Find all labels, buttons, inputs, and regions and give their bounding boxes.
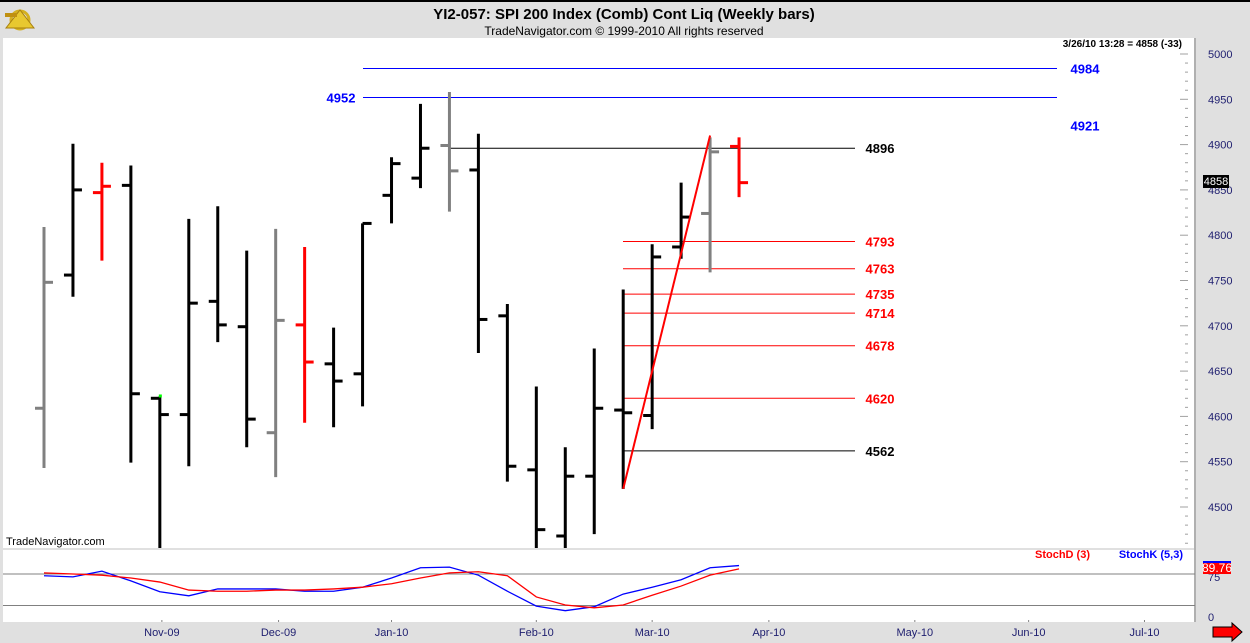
y-tick-label: 4900 bbox=[1208, 140, 1232, 152]
ohlc-bar bbox=[643, 244, 662, 430]
copyright: TradeNavigator.com © 1999-2010 All right… bbox=[484, 24, 763, 38]
chart-title: YI2-057: SPI 200 Index (Comb) Cont Liq (… bbox=[433, 6, 814, 23]
level-label: 4735 bbox=[866, 287, 895, 302]
svg-text:4858: 4858 bbox=[1204, 176, 1228, 188]
y-tick-label: 4800 bbox=[1208, 230, 1232, 242]
ohlc-bar bbox=[92, 162, 111, 261]
ohlc-bar bbox=[353, 221, 372, 407]
x-tick-label: Feb-10 bbox=[519, 627, 554, 639]
last-quote: 3/26/10 13:28 = 4858 (-33) bbox=[1063, 39, 1182, 50]
x-tick-label: Jun-10 bbox=[1012, 627, 1046, 639]
level-label: 4793 bbox=[866, 235, 895, 250]
ohlc-bar bbox=[614, 289, 633, 489]
stochd-line bbox=[43, 568, 740, 609]
ohlc-bar bbox=[35, 227, 53, 469]
stoch-tick-label: 0 bbox=[1208, 612, 1214, 624]
level-label: 4620 bbox=[866, 391, 895, 406]
level-label: 4896 bbox=[866, 141, 895, 156]
ohlc-bar bbox=[121, 165, 140, 463]
ohlc-bar bbox=[585, 348, 604, 535]
ohlc-bar bbox=[266, 228, 285, 478]
y-tick-label: 5000 bbox=[1208, 49, 1232, 61]
stochk-legend: StochK (5,3) bbox=[1119, 549, 1184, 561]
level-label: 4562 bbox=[866, 444, 895, 459]
x-tick-label: Dec-09 bbox=[261, 627, 296, 639]
ohlc-bar bbox=[440, 92, 459, 212]
level-label: 4952 bbox=[327, 90, 356, 105]
stochk-line bbox=[43, 564, 740, 612]
price-panel[interactable] bbox=[3, 38, 1195, 548]
ohlc-bar bbox=[469, 133, 488, 353]
stoch-tick-label: 75 bbox=[1208, 572, 1220, 584]
sextant-icon bbox=[4, 9, 36, 31]
x-tick-label: Jul-10 bbox=[1129, 627, 1159, 639]
level-label: 4678 bbox=[866, 339, 895, 354]
y-tick-label: 4750 bbox=[1208, 276, 1232, 288]
x-tick-label: Jan-10 bbox=[375, 627, 409, 639]
trend-line bbox=[622, 135, 712, 490]
y-tick-label: 4650 bbox=[1208, 366, 1232, 378]
signal-marker bbox=[158, 394, 162, 398]
ohlc-bar bbox=[730, 137, 749, 198]
ohlc-bar bbox=[208, 206, 227, 343]
y-tick-label: 4700 bbox=[1208, 321, 1232, 333]
level-label: 4714 bbox=[866, 306, 896, 321]
watermark: TradeNavigator.com bbox=[6, 536, 105, 548]
ohlc-bar bbox=[672, 182, 691, 259]
ohlc-bar bbox=[63, 143, 82, 297]
ohlc-bar bbox=[411, 103, 430, 189]
x-tick-label: May-10 bbox=[896, 627, 933, 639]
y-tick-label: 4600 bbox=[1208, 411, 1232, 423]
x-tick-label: Nov-09 bbox=[144, 627, 179, 639]
ohlc-bar bbox=[527, 386, 546, 548]
ohlc-bar bbox=[295, 246, 314, 423]
ohlc-bar bbox=[556, 447, 575, 548]
level-label: 4921 bbox=[1071, 119, 1100, 134]
ohlc-bar bbox=[324, 327, 343, 428]
stochd-legend: StochD (3) bbox=[1035, 549, 1090, 561]
level-label: 4984 bbox=[1071, 61, 1101, 76]
last-price-tag: 4858 bbox=[1203, 175, 1229, 188]
ohlc-bar bbox=[498, 304, 517, 482]
y-tick-label: 4550 bbox=[1208, 457, 1232, 469]
stochastic-panel[interactable] bbox=[3, 550, 1195, 622]
x-tick-label: Apr-10 bbox=[752, 627, 785, 639]
y-tick-label: 4500 bbox=[1208, 502, 1232, 514]
y-tick-label: 4950 bbox=[1208, 94, 1232, 106]
svg-text:89.76: 89.76 bbox=[1202, 561, 1232, 575]
ohlc-bar bbox=[382, 157, 401, 224]
x-tick-label: Mar-10 bbox=[635, 627, 670, 639]
stoch-last-tag: 89.76 bbox=[1202, 561, 1232, 575]
ohlc-bar bbox=[237, 250, 256, 448]
ohlc-bar bbox=[179, 218, 198, 467]
level-label: 4763 bbox=[866, 262, 895, 277]
ohlc-bar bbox=[150, 396, 169, 548]
scroll-right-arrow-icon[interactable] bbox=[1212, 621, 1243, 643]
ohlc-bar bbox=[701, 137, 720, 273]
